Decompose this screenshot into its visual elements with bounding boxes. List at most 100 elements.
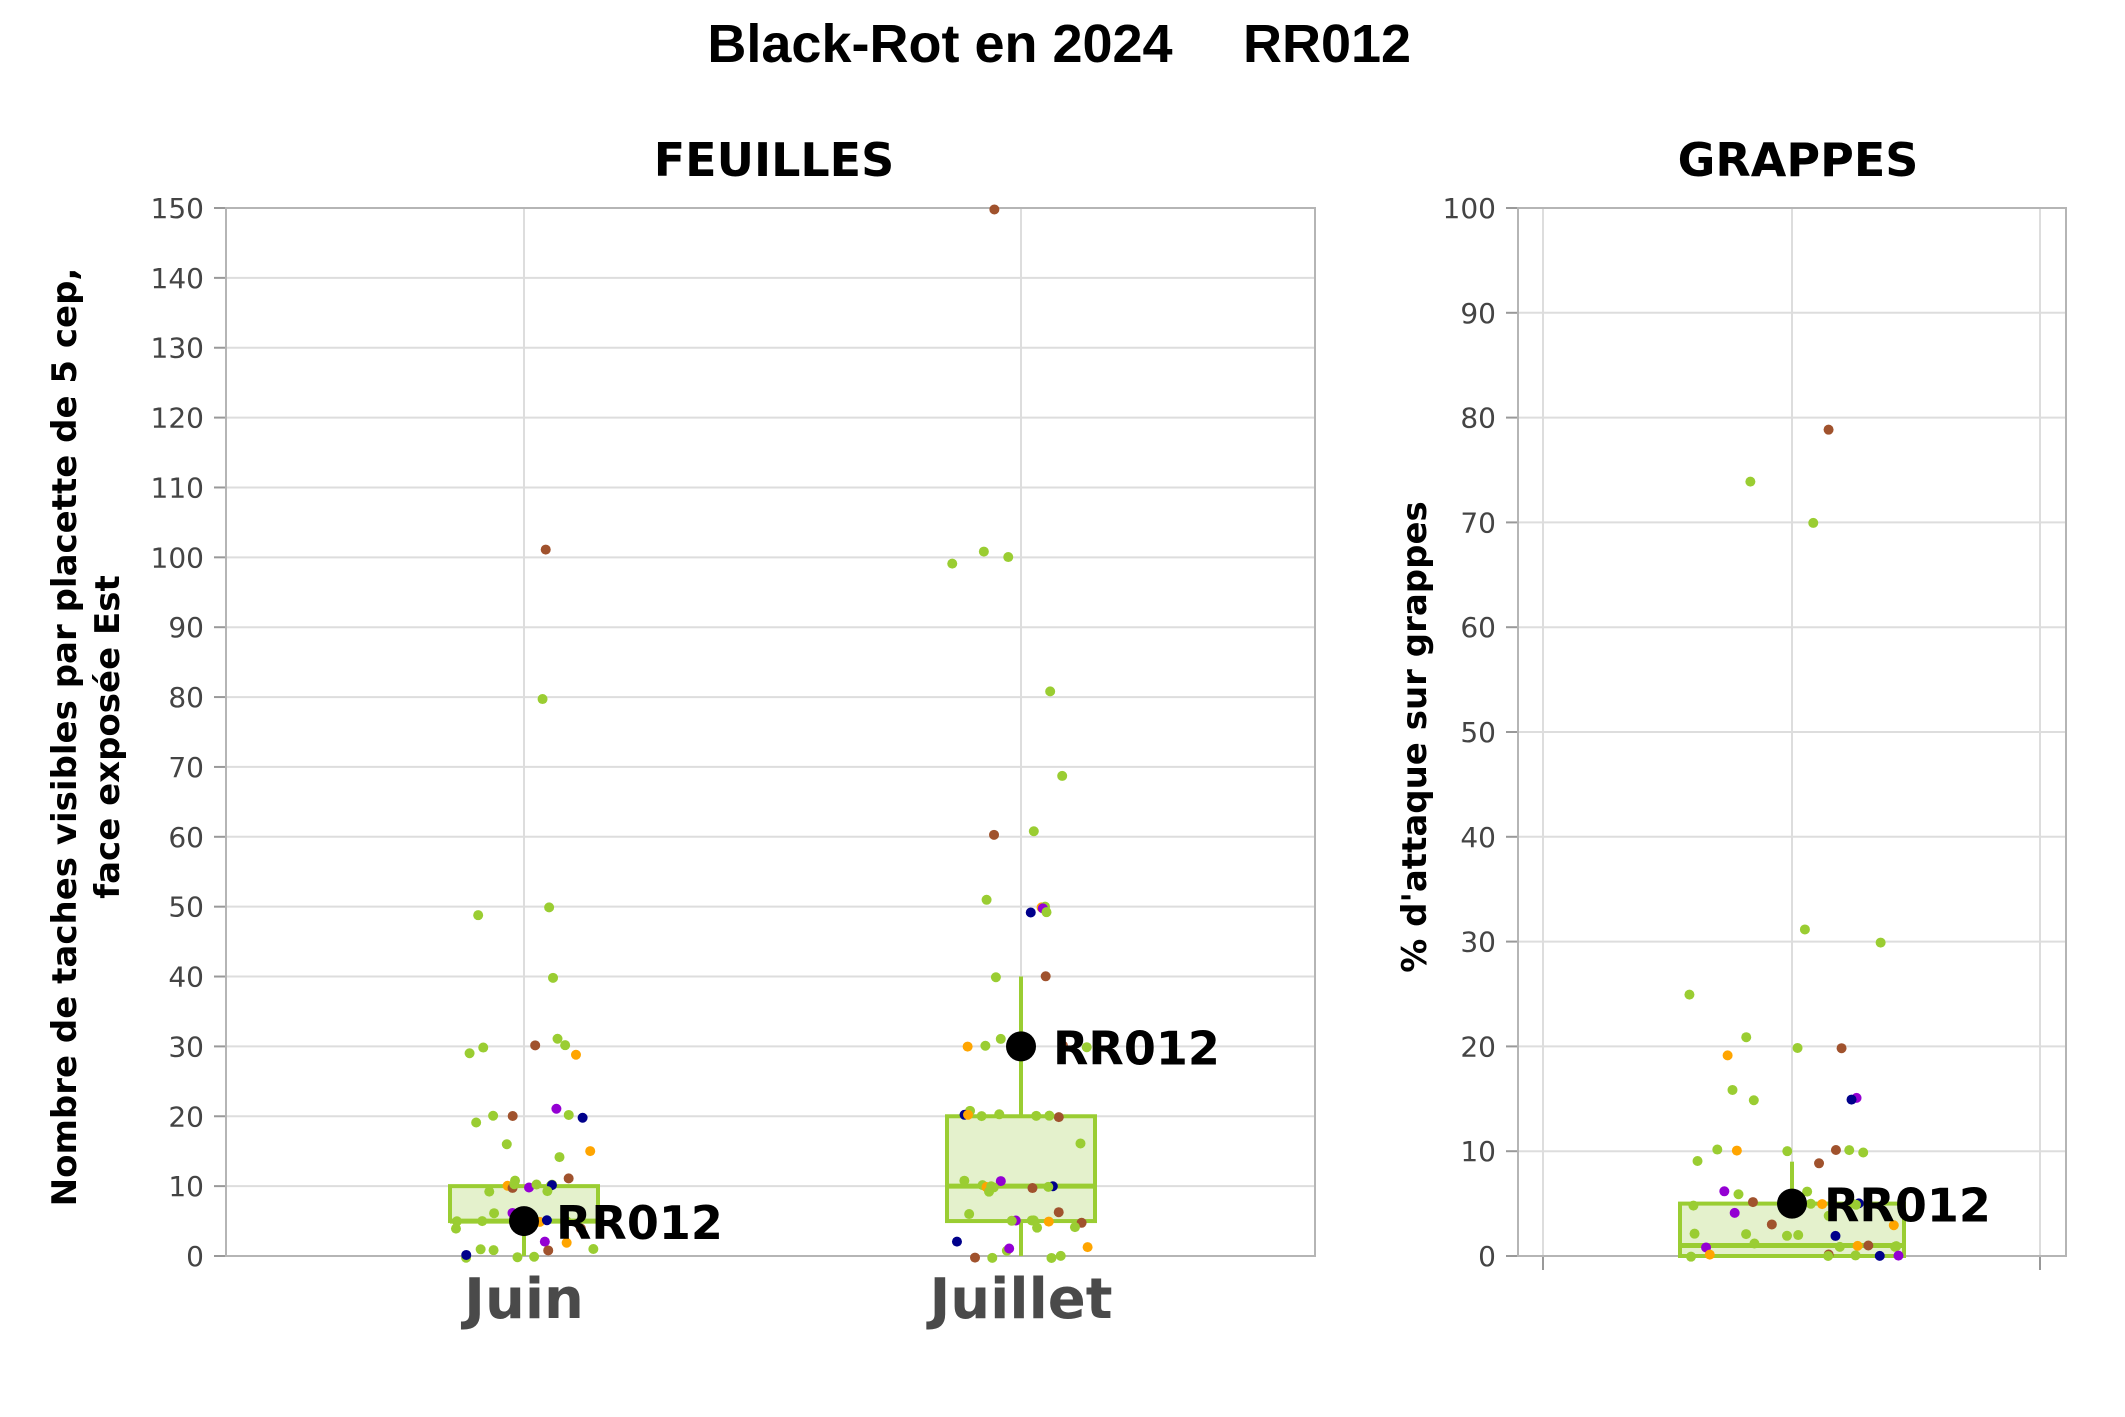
data-point bbox=[1082, 1242, 1093, 1253]
data-point bbox=[1692, 1155, 1703, 1166]
data-point bbox=[1046, 1252, 1057, 1263]
data-point bbox=[552, 1033, 563, 1044]
data-point bbox=[1686, 1251, 1697, 1262]
plot-panel-grappes: 0 10 20 30 40 50 60 70 80 90 100 RR012 bbox=[1443, 192, 2067, 1273]
data-point bbox=[987, 1252, 998, 1263]
data-point bbox=[1025, 907, 1036, 918]
box-iqr bbox=[945, 1114, 1097, 1224]
data-point bbox=[507, 1110, 518, 1121]
y-tick-label: 100 bbox=[151, 541, 204, 574]
data-point bbox=[531, 1179, 542, 1190]
data-point bbox=[530, 1040, 541, 1051]
data-point bbox=[1041, 907, 1052, 918]
data-point bbox=[561, 1215, 572, 1226]
y-axis-label-feuilles-line1: Nombre de taches visibles par placette d… bbox=[45, 268, 85, 1207]
data-point bbox=[1836, 1043, 1847, 1054]
y-tick-label: 0 bbox=[1478, 1240, 1496, 1273]
data-point bbox=[1055, 1250, 1066, 1261]
x-category-label: Juin bbox=[460, 1267, 584, 1332]
panel-title-grappes: GRAPPES bbox=[1678, 133, 1919, 187]
data-point bbox=[488, 1245, 499, 1256]
y-axis-label-feuilles-line2: face exposée Est bbox=[88, 575, 128, 898]
data-point bbox=[484, 1186, 495, 1197]
data-point bbox=[544, 902, 555, 913]
data-point bbox=[540, 544, 551, 555]
data-point bbox=[1891, 1241, 1902, 1252]
data-point bbox=[1830, 1144, 1841, 1155]
data-point bbox=[471, 1117, 482, 1128]
data-point bbox=[970, 1252, 981, 1263]
data-point bbox=[959, 1175, 970, 1186]
data-point bbox=[1027, 1183, 1038, 1194]
y-tick-label: 40 bbox=[1460, 821, 1496, 854]
data-point bbox=[512, 1252, 523, 1263]
chart-title-code: RR012 bbox=[1243, 14, 1411, 74]
data-point bbox=[541, 1215, 552, 1226]
data-point bbox=[563, 1173, 574, 1184]
data-point bbox=[1003, 552, 1014, 563]
data-point bbox=[561, 1237, 572, 1248]
data-point bbox=[976, 1111, 987, 1122]
data-point bbox=[1704, 1249, 1715, 1260]
data-point bbox=[984, 1186, 995, 1197]
data-point bbox=[554, 1152, 565, 1163]
data-point bbox=[1850, 1199, 1861, 1210]
data-point bbox=[501, 1139, 512, 1150]
y-tick-label: 70 bbox=[168, 751, 204, 784]
y-tick-label: 50 bbox=[168, 891, 204, 924]
data-point bbox=[1834, 1241, 1845, 1252]
data-point bbox=[1006, 1215, 1017, 1226]
data-point bbox=[489, 1208, 500, 1219]
highlight-label-rr012: RR012 bbox=[556, 1196, 723, 1250]
y-tick-label: 20 bbox=[168, 1100, 204, 1133]
data-point bbox=[964, 1209, 975, 1220]
data-point bbox=[1741, 1032, 1752, 1043]
data-point bbox=[1874, 1250, 1885, 1261]
data-point bbox=[1053, 1112, 1064, 1123]
data-point bbox=[1075, 1138, 1086, 1149]
data-point bbox=[543, 1245, 554, 1256]
data-point bbox=[1081, 1042, 1092, 1053]
data-point bbox=[1058, 1040, 1069, 1051]
data-point bbox=[1817, 1199, 1828, 1210]
data-point bbox=[1684, 989, 1695, 1000]
data-point bbox=[1057, 770, 1068, 781]
data-point bbox=[1863, 1240, 1874, 1251]
data-point bbox=[1846, 1094, 1857, 1105]
data-point bbox=[1731, 1145, 1742, 1156]
data-point bbox=[539, 1236, 550, 1247]
y-tick-label: 110 bbox=[151, 471, 204, 504]
data-point bbox=[1043, 1181, 1054, 1192]
data-point bbox=[994, 1109, 1005, 1120]
data-point bbox=[1823, 424, 1834, 435]
data-point bbox=[1688, 1200, 1699, 1211]
data-point bbox=[990, 972, 1001, 983]
highlight-point-rr012 bbox=[1006, 1031, 1036, 1062]
y-tick-label: 70 bbox=[1460, 506, 1496, 539]
data-point bbox=[978, 546, 989, 557]
data-point bbox=[1766, 1219, 1777, 1230]
data-point bbox=[1799, 924, 1810, 935]
data-point bbox=[1749, 1238, 1760, 1249]
data-point bbox=[588, 1243, 599, 1254]
y-tick-label: 0 bbox=[186, 1240, 204, 1273]
data-point bbox=[1028, 826, 1039, 837]
data-point bbox=[1793, 1230, 1804, 1241]
data-point bbox=[1781, 1230, 1792, 1241]
data-point bbox=[1044, 1110, 1055, 1121]
data-point bbox=[1689, 1228, 1700, 1239]
data-point bbox=[1745, 476, 1756, 487]
highlight-point-rr012 bbox=[509, 1206, 539, 1237]
data-point bbox=[1043, 1216, 1054, 1227]
data-point bbox=[488, 1110, 499, 1121]
data-point bbox=[1712, 1144, 1723, 1155]
data-point bbox=[529, 1251, 540, 1262]
y-tick-label: 90 bbox=[1460, 297, 1496, 330]
y-axis-label-grappes: % d'attaque sur grappes bbox=[1395, 501, 1435, 973]
y-tick-label: 40 bbox=[168, 961, 204, 994]
data-point bbox=[1727, 1084, 1738, 1095]
data-point bbox=[989, 829, 1000, 840]
data-point bbox=[1850, 1250, 1861, 1261]
data-point bbox=[542, 1186, 553, 1197]
data-point bbox=[980, 1040, 991, 1051]
